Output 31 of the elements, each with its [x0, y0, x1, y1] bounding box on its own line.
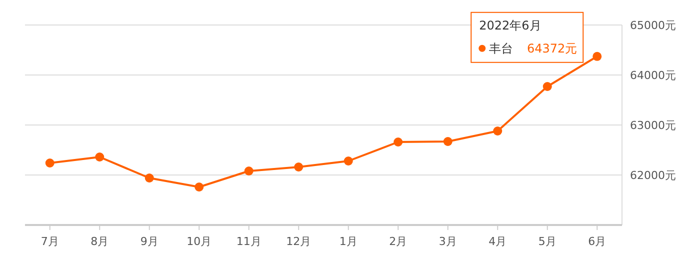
x-tick-label: 5月	[538, 235, 556, 248]
point	[144, 174, 154, 182]
x-tick-label: 10月	[186, 235, 212, 248]
point	[45, 158, 54, 168]
point	[394, 138, 403, 146]
annotation: 2022年6月	[479, 18, 542, 32]
legend-label: 丰台	[489, 41, 514, 56]
x-tick-label: 7月	[40, 235, 59, 248]
point	[344, 156, 353, 166]
y-tick-label: 62000元	[630, 169, 676, 182]
x-tick-label: 2月	[389, 235, 408, 248]
x-tick-label: 4月	[488, 235, 507, 248]
point	[443, 137, 452, 146]
x-tick-label: 6月	[588, 235, 606, 248]
x-tick-label: 3月	[438, 235, 457, 248]
x-tick-label: 11月	[236, 235, 262, 248]
y-tick-label: 65000元	[630, 19, 676, 32]
point	[542, 82, 552, 91]
point	[244, 166, 254, 176]
point	[592, 52, 602, 61]
y-tick-label: 63000元	[630, 119, 676, 132]
point	[294, 162, 304, 172]
x-tick-label: 9月	[140, 235, 158, 248]
y-tick-label: 64000元	[630, 69, 676, 82]
x-tick-label: 8月	[90, 235, 109, 248]
point	[95, 152, 104, 162]
x-tick-label: 1月	[339, 235, 358, 248]
point	[493, 126, 502, 136]
x-tick-label: 12月	[286, 235, 312, 248]
data-label: 64372元	[526, 41, 578, 56]
point	[194, 182, 204, 192]
